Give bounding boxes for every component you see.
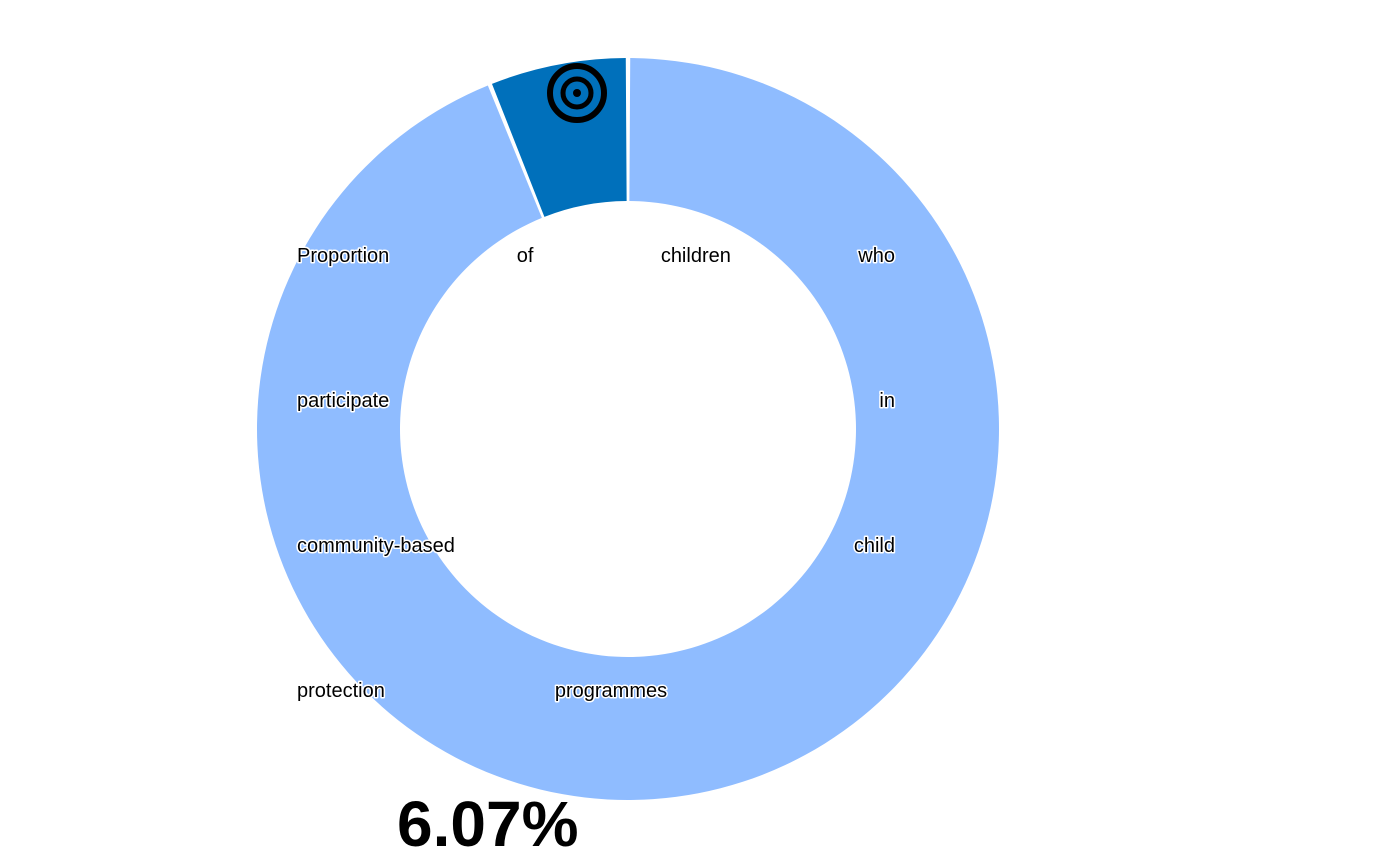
overlay-label-word: Proportion [297, 245, 389, 267]
highlight-value-label: 6.07% [397, 788, 578, 860]
overlay-label: Proportion of children who participate in comm… [296, 244, 897, 704]
donut-slices [257, 58, 1000, 801]
overlay-label-word: protection [297, 680, 385, 702]
target-icon [547, 63, 607, 123]
overlay-label-word: participate [297, 390, 389, 412]
overlay-label-word: programmes [555, 680, 667, 702]
overlay-label-word: community-based [297, 535, 455, 557]
donut-slice-1 [491, 58, 627, 217]
overlay-label-word: in [879, 390, 895, 412]
donut-slice-2 [257, 58, 1000, 801]
overlay-label-word: children [661, 245, 731, 267]
overlay-label-word: who [857, 245, 895, 267]
overlay-label-word: of [517, 245, 534, 267]
overlay-label-word: child [854, 535, 895, 557]
